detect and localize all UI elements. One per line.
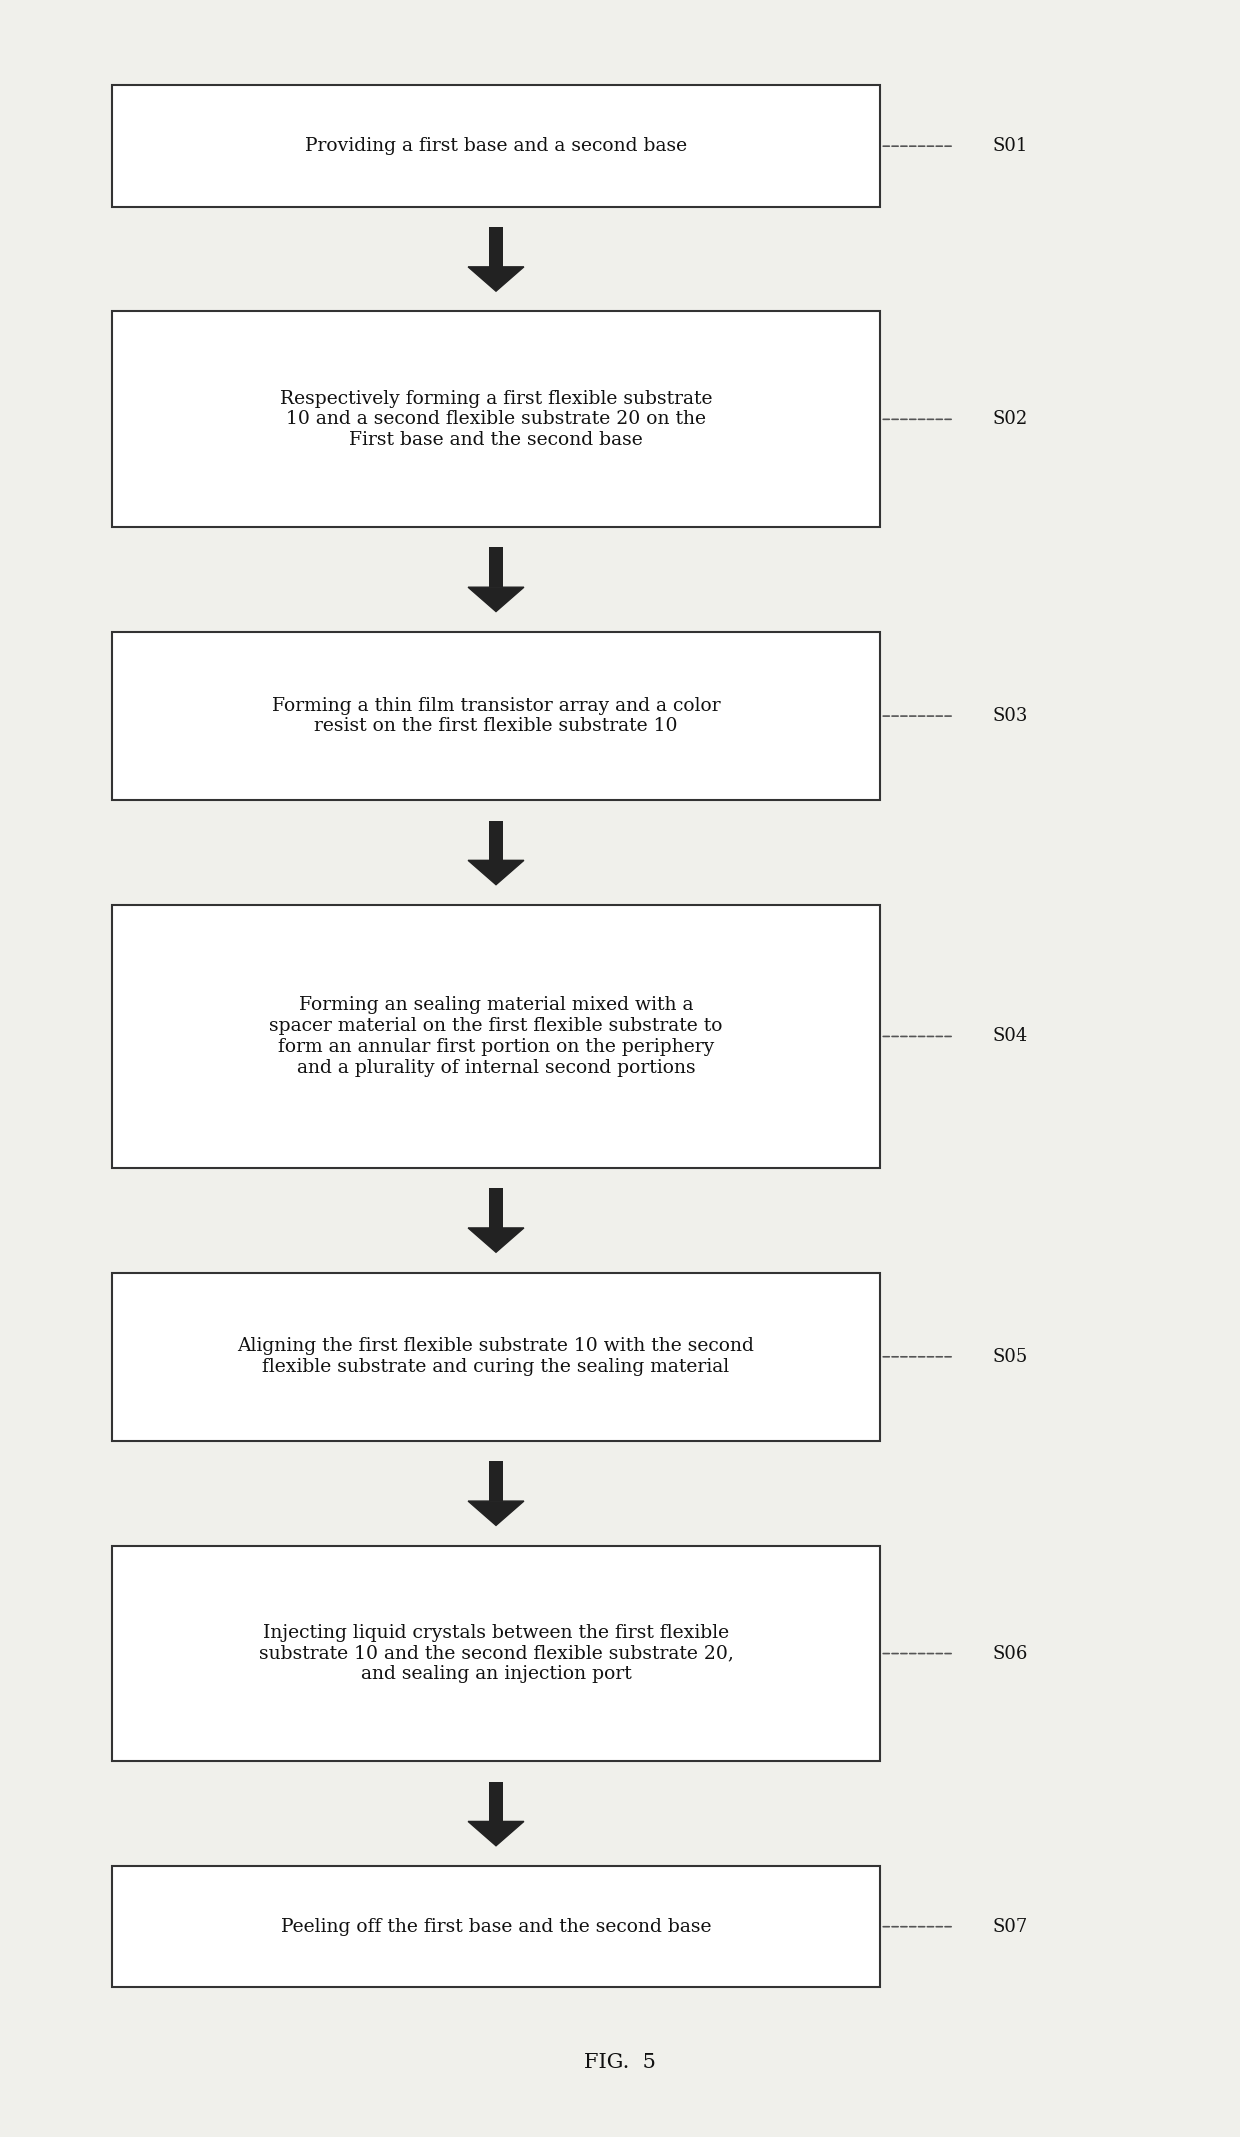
Text: Providing a first base and a second base: Providing a first base and a second base	[305, 137, 687, 156]
Text: Injecting liquid crystals between the first flexible
substrate 10 and the second: Injecting liquid crystals between the fi…	[259, 1624, 733, 1684]
FancyBboxPatch shape	[489, 227, 503, 267]
FancyBboxPatch shape	[112, 904, 880, 1169]
Text: S01: S01	[992, 137, 1028, 156]
FancyBboxPatch shape	[112, 1866, 880, 1987]
Text: S02: S02	[992, 410, 1027, 427]
Polygon shape	[469, 1500, 525, 1526]
Polygon shape	[469, 267, 525, 291]
FancyBboxPatch shape	[112, 312, 880, 528]
FancyBboxPatch shape	[112, 85, 880, 207]
Text: Forming a thin film transistor array and a color
resist on the first flexible su: Forming a thin film transistor array and…	[272, 697, 720, 735]
Text: Respectively forming a first flexible substrate
10 and a second flexible substra: Respectively forming a first flexible su…	[280, 389, 712, 449]
Text: S07: S07	[992, 1917, 1027, 1936]
FancyBboxPatch shape	[112, 1545, 880, 1761]
Polygon shape	[469, 1821, 525, 1846]
Polygon shape	[469, 861, 525, 885]
Text: FIG.  5: FIG. 5	[584, 2054, 656, 2071]
FancyBboxPatch shape	[489, 821, 503, 861]
Text: Peeling off the first base and the second base: Peeling off the first base and the secon…	[280, 1917, 712, 1936]
FancyBboxPatch shape	[112, 633, 880, 801]
Text: S05: S05	[992, 1348, 1027, 1366]
FancyBboxPatch shape	[489, 1188, 503, 1229]
FancyBboxPatch shape	[112, 1272, 880, 1440]
FancyBboxPatch shape	[489, 1462, 503, 1500]
Text: S06: S06	[992, 1645, 1028, 1663]
FancyBboxPatch shape	[489, 547, 503, 588]
Text: Forming an sealing material mixed with a
spacer material on the first flexible s: Forming an sealing material mixed with a…	[269, 996, 723, 1077]
Text: S03: S03	[992, 707, 1028, 724]
FancyBboxPatch shape	[489, 1782, 503, 1821]
Text: Aligning the first flexible substrate 10 with the second
flexible substrate and : Aligning the first flexible substrate 10…	[238, 1338, 754, 1376]
Polygon shape	[469, 588, 525, 611]
Polygon shape	[469, 1229, 525, 1252]
Text: S04: S04	[992, 1028, 1027, 1045]
